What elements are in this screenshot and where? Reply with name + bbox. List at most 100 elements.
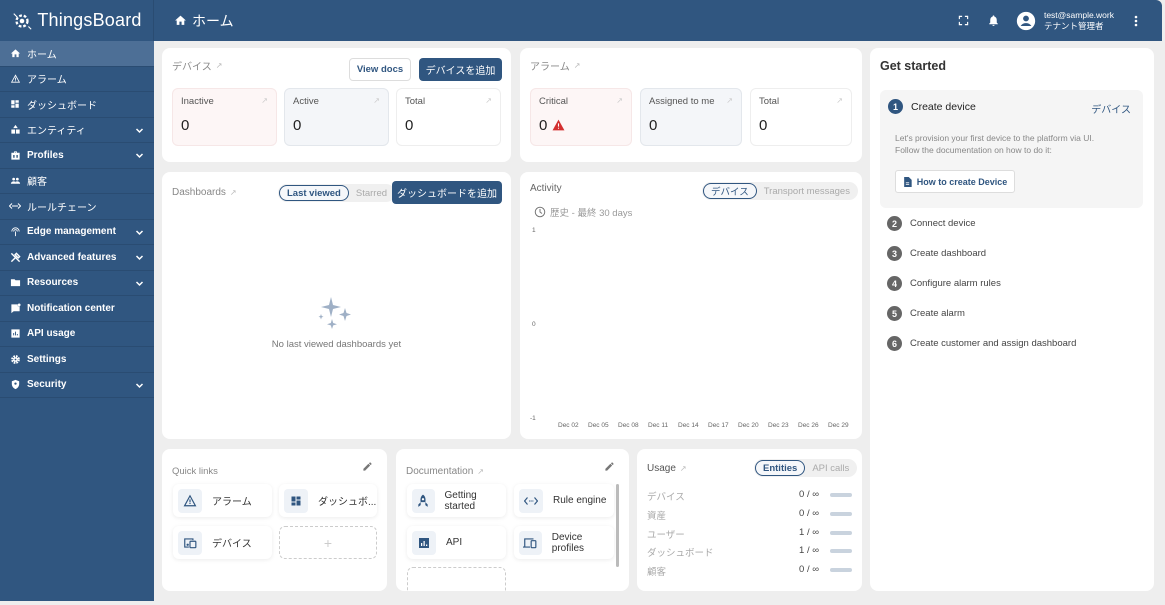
doc-rule-engine[interactable]: Rule engine bbox=[514, 484, 614, 517]
sidebar-item-label: Edge management bbox=[27, 226, 116, 238]
bell-icon[interactable] bbox=[986, 13, 1002, 29]
add-dashboard-button[interactable]: ダッシュボードを追加 bbox=[392, 181, 502, 204]
tab-devices[interactable]: デバイス bbox=[703, 183, 757, 199]
quick-link-devices[interactable]: デバイス bbox=[173, 526, 272, 559]
sidebar-item-resources[interactable]: Resources bbox=[0, 271, 154, 296]
usage-row-users: ユーザー 1 / ∞ bbox=[647, 527, 852, 541]
quick-link-alarms[interactable]: アラーム bbox=[173, 484, 272, 517]
open-arrow-icon: ↗ bbox=[261, 96, 268, 105]
step-2[interactable]: 2 Connect device bbox=[887, 216, 975, 231]
chevron-down-icon bbox=[135, 280, 144, 286]
add-quick-link-button[interactable]: + bbox=[279, 526, 377, 559]
step-1-header[interactable]: 1 Create device bbox=[888, 99, 976, 114]
step-desc-line: Let's provision your first device to the… bbox=[895, 133, 1095, 143]
quick-link-label: ダッシュボ... bbox=[318, 497, 377, 508]
documentation-title-text: Documentation bbox=[406, 466, 474, 477]
doc-getting-started[interactable]: Getting started bbox=[407, 484, 506, 517]
tab-entities[interactable]: Entities bbox=[755, 460, 806, 476]
stat-inactive[interactable]: Inactive ↗ 0 bbox=[172, 88, 277, 146]
stat-active[interactable]: Active ↗ 0 bbox=[284, 88, 389, 146]
stat-assigned-to-me[interactable]: Assigned to me ↗ 0 bbox=[640, 88, 742, 146]
fullscreen-icon[interactable] bbox=[956, 13, 972, 29]
chevron-down-icon bbox=[135, 153, 144, 159]
edge-icon bbox=[9, 226, 21, 238]
open-arrow-icon: ↗ bbox=[573, 61, 581, 70]
quick-link-dashboards[interactable]: ダッシュボ... bbox=[279, 484, 377, 517]
step-4[interactable]: 4 Configure alarm rules bbox=[887, 276, 1001, 291]
documentation-title[interactable]: Documentation ↗ bbox=[406, 466, 484, 477]
sidebar-item-profiles[interactable]: Profiles bbox=[0, 143, 154, 169]
stat-total[interactable]: Total ↗ 0 bbox=[396, 88, 501, 146]
activity-card: Activity デバイス Transport messages 歴史 - 最終… bbox=[520, 172, 862, 439]
stat-value: 0 bbox=[181, 117, 190, 134]
edit-pencil-icon[interactable] bbox=[362, 461, 373, 472]
stat-critical[interactable]: Critical ↗ 0 bbox=[530, 88, 632, 146]
how-to-create-device-button[interactable]: How to create Device bbox=[895, 170, 1015, 193]
step-6[interactable]: 6 Create customer and assign dashboard bbox=[887, 336, 1076, 351]
more-vert-icon[interactable] bbox=[1128, 13, 1144, 29]
activity-title: Activity bbox=[530, 183, 562, 194]
sidebar-item-home[interactable]: ホーム bbox=[0, 41, 154, 67]
usage-title-text: Usage bbox=[647, 463, 676, 474]
sidebar-item-edge-management[interactable]: Edge management bbox=[0, 220, 154, 245]
usage-bar bbox=[830, 493, 852, 497]
sidebar-item-label: 顧客 bbox=[27, 177, 47, 189]
stat-value: 0 bbox=[293, 117, 302, 134]
sidebar-item-rule-chains[interactable]: ルールチェーン bbox=[0, 194, 154, 220]
stat-alarms-total[interactable]: Total ↗ 0 bbox=[750, 88, 852, 146]
top-bar: ThingsBoard ホーム test@sample.work テナント管理者 bbox=[0, 0, 1162, 41]
empty-dashboards-text: No last viewed dashboards yet bbox=[271, 339, 402, 350]
devices-icon bbox=[184, 537, 197, 548]
sidebar-item-customers[interactable]: 顧客 bbox=[0, 169, 154, 194]
usage-bar bbox=[830, 531, 852, 535]
dashboards-title[interactable]: Dashboards ↗ bbox=[172, 187, 237, 198]
sidebar-item-notification-center[interactable]: Notification center bbox=[0, 296, 154, 322]
folder-icon bbox=[9, 277, 21, 289]
usage-row-dashboards: ダッシュボード 1 / ∞ bbox=[647, 545, 852, 559]
sidebar-item-alarms[interactable]: アラーム bbox=[0, 67, 154, 92]
open-arrow-icon: ↗ bbox=[679, 464, 687, 473]
usage-label: 顧客 bbox=[647, 567, 667, 578]
time-range[interactable]: 歴史 - 最終 30 days bbox=[534, 205, 632, 219]
step-5[interactable]: 5 Create alarm bbox=[887, 306, 965, 321]
stat-label: Active bbox=[293, 96, 319, 107]
step-1-link[interactable]: デバイス bbox=[1091, 105, 1131, 116]
tab-starred[interactable]: Starred bbox=[355, 187, 388, 199]
tab-api-calls[interactable]: API calls bbox=[812, 462, 850, 474]
sidebar: ホーム アラーム ダッシュボード エンティティ Profiles 顧客 ルールチ… bbox=[0, 41, 154, 601]
logo[interactable]: ThingsBoard bbox=[0, 0, 154, 41]
add-device-button[interactable]: デバイスを追加 bbox=[419, 58, 502, 81]
usage-title[interactable]: Usage ↗ bbox=[647, 463, 687, 474]
quick-links-card: Quick links アラーム ダッシュボ... デバイス + bbox=[162, 449, 387, 591]
sidebar-item-dashboards[interactable]: ダッシュボード bbox=[0, 92, 154, 118]
alarms-title[interactable]: アラーム ↗ bbox=[530, 58, 580, 73]
step-number: 5 bbox=[887, 306, 902, 321]
add-doc-link-button[interactable] bbox=[407, 567, 506, 591]
sidebar-item-settings[interactable]: Settings bbox=[0, 347, 154, 373]
sidebar-item-label: Advanced features bbox=[27, 251, 117, 263]
view-docs-button[interactable]: View docs bbox=[349, 58, 411, 81]
sidebar-item-advanced-features[interactable]: Advanced features bbox=[0, 245, 154, 271]
open-arrow-icon: ↗ bbox=[726, 96, 733, 105]
usage-toggle: Entities API calls bbox=[754, 459, 858, 477]
doc-api[interactable]: API bbox=[407, 526, 506, 559]
step-3[interactable]: 3 Create dashboard bbox=[887, 246, 986, 261]
usage-bar bbox=[830, 568, 852, 572]
usage-row-devices: デバイス 0 / ∞ bbox=[647, 489, 852, 503]
open-arrow-icon: ↗ bbox=[229, 188, 237, 197]
sidebar-item-api-usage[interactable]: API usage bbox=[0, 322, 154, 347]
tab-last-viewed[interactable]: Last viewed bbox=[279, 185, 349, 201]
devices-title[interactable]: デバイス ↗ bbox=[172, 58, 222, 73]
edit-pencil-icon[interactable] bbox=[604, 461, 615, 472]
doc-device-profiles[interactable]: Device profiles bbox=[514, 526, 614, 559]
user-menu[interactable]: test@sample.work テナント管理者 bbox=[1016, 10, 1114, 32]
step-label: Create dashboard bbox=[910, 248, 987, 259]
notification-icon bbox=[9, 302, 21, 314]
documentation-scrollbar[interactable] bbox=[616, 484, 619, 567]
tab-transport-messages[interactable]: Transport messages bbox=[763, 185, 850, 197]
quick-link-label: デバイス bbox=[212, 539, 252, 550]
sidebar-item-entities[interactable]: エンティティ bbox=[0, 118, 154, 143]
x-tick: Dec 08 bbox=[618, 422, 639, 429]
sparkles-icon bbox=[318, 297, 351, 329]
sidebar-item-security[interactable]: Security bbox=[0, 373, 154, 398]
